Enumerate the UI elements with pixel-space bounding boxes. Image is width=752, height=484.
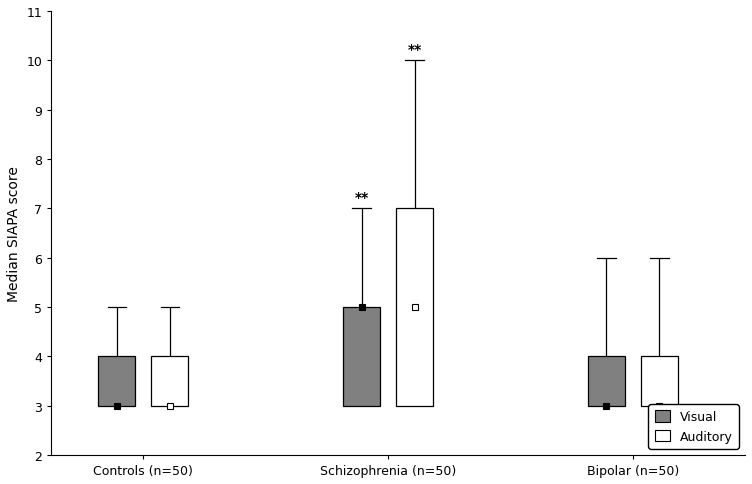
Bar: [396, 209, 433, 406]
Bar: [151, 357, 188, 406]
Bar: [99, 357, 135, 406]
Bar: [641, 357, 678, 406]
Text: **: **: [354, 191, 368, 205]
Bar: [588, 357, 625, 406]
Y-axis label: Median SIAPA score: Median SIAPA score: [7, 166, 21, 302]
Text: **: **: [408, 43, 422, 57]
Legend: Visual, Auditory: Visual, Auditory: [648, 404, 738, 449]
Bar: [343, 307, 380, 406]
